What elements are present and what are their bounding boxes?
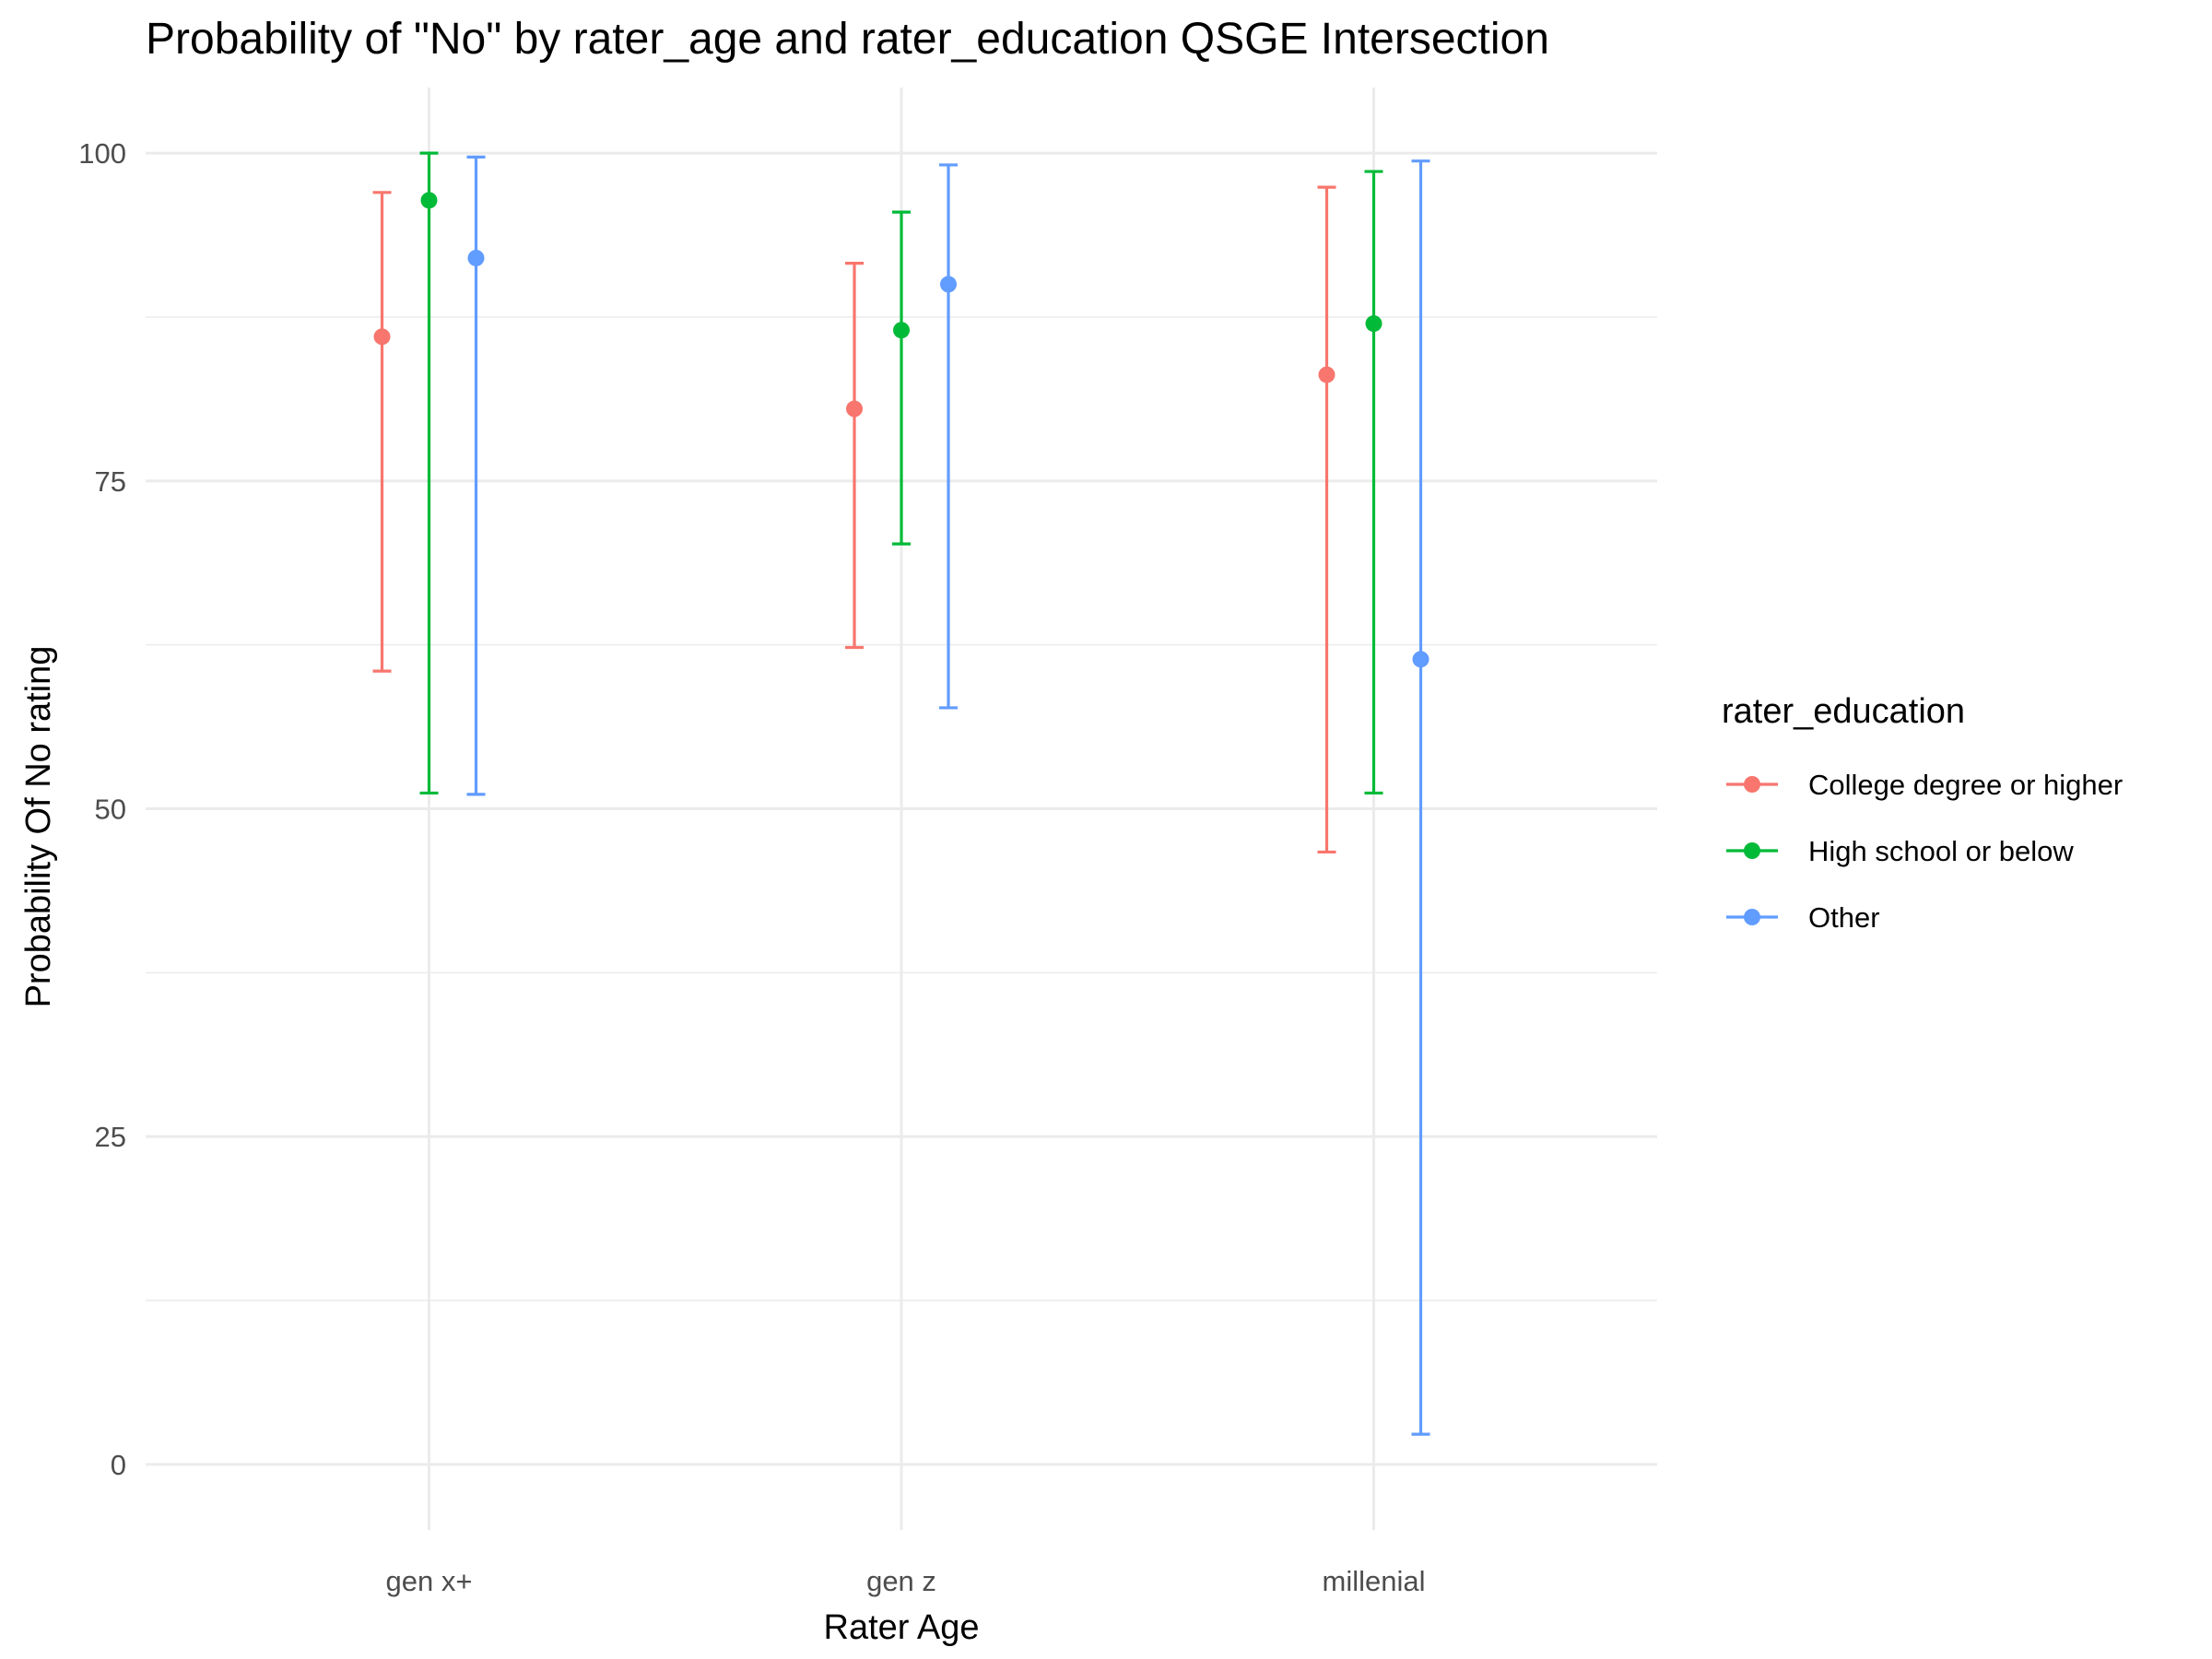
data-point (1412, 651, 1430, 668)
x-tick-label: gen z (866, 1565, 936, 1597)
data-point (940, 276, 957, 293)
legend-items: College degree or higher High school or b… (1726, 769, 2123, 934)
data-point (1318, 366, 1335, 383)
legend-key-point (1744, 842, 1760, 859)
y-tick-label: 75 (95, 465, 126, 498)
x-axis-ticks: gen x+ gen z millenial (386, 1565, 1426, 1597)
legend-key-point (1744, 776, 1760, 793)
x-tick-label: gen x+ (386, 1565, 473, 1597)
legend-title: rater_education (1722, 692, 1965, 731)
legend: rater_education College degree or higher… (1722, 692, 2123, 934)
data-point (467, 249, 485, 266)
data-point (420, 192, 438, 209)
series-college-degree-or-higher (372, 185, 1336, 854)
legend-item: College degree or higher (1726, 769, 2123, 801)
data-point (373, 328, 391, 346)
legend-label: College degree or higher (1808, 769, 2123, 801)
x-tick-label: millenial (1323, 1565, 1426, 1597)
legend-item: High school or below (1726, 835, 2074, 867)
data-point (846, 400, 863, 418)
chart-title: Probability of "No" by rater_age and rat… (146, 15, 1549, 64)
legend-label: Other (1808, 901, 1880, 934)
data-point (893, 322, 910, 339)
legend-label: High school or below (1808, 835, 2074, 867)
y-axis-title: Probability Of No rating (19, 646, 58, 1008)
y-tick-label: 25 (95, 1121, 126, 1153)
y-tick-label: 0 (111, 1449, 126, 1481)
x-axis-title: Rater Age (824, 1608, 980, 1647)
y-tick-label: 100 (78, 137, 126, 170)
y-tick-label: 50 (95, 794, 126, 826)
y-axis-ticks: 0 25 50 75 100 (78, 137, 126, 1481)
series-other (466, 155, 1430, 1436)
data-point (1365, 315, 1382, 333)
series-high-school-or-below (419, 151, 1383, 795)
chart-marks (372, 151, 1430, 1436)
legend-key-point (1744, 909, 1760, 925)
legend-item: Other (1726, 901, 1880, 934)
